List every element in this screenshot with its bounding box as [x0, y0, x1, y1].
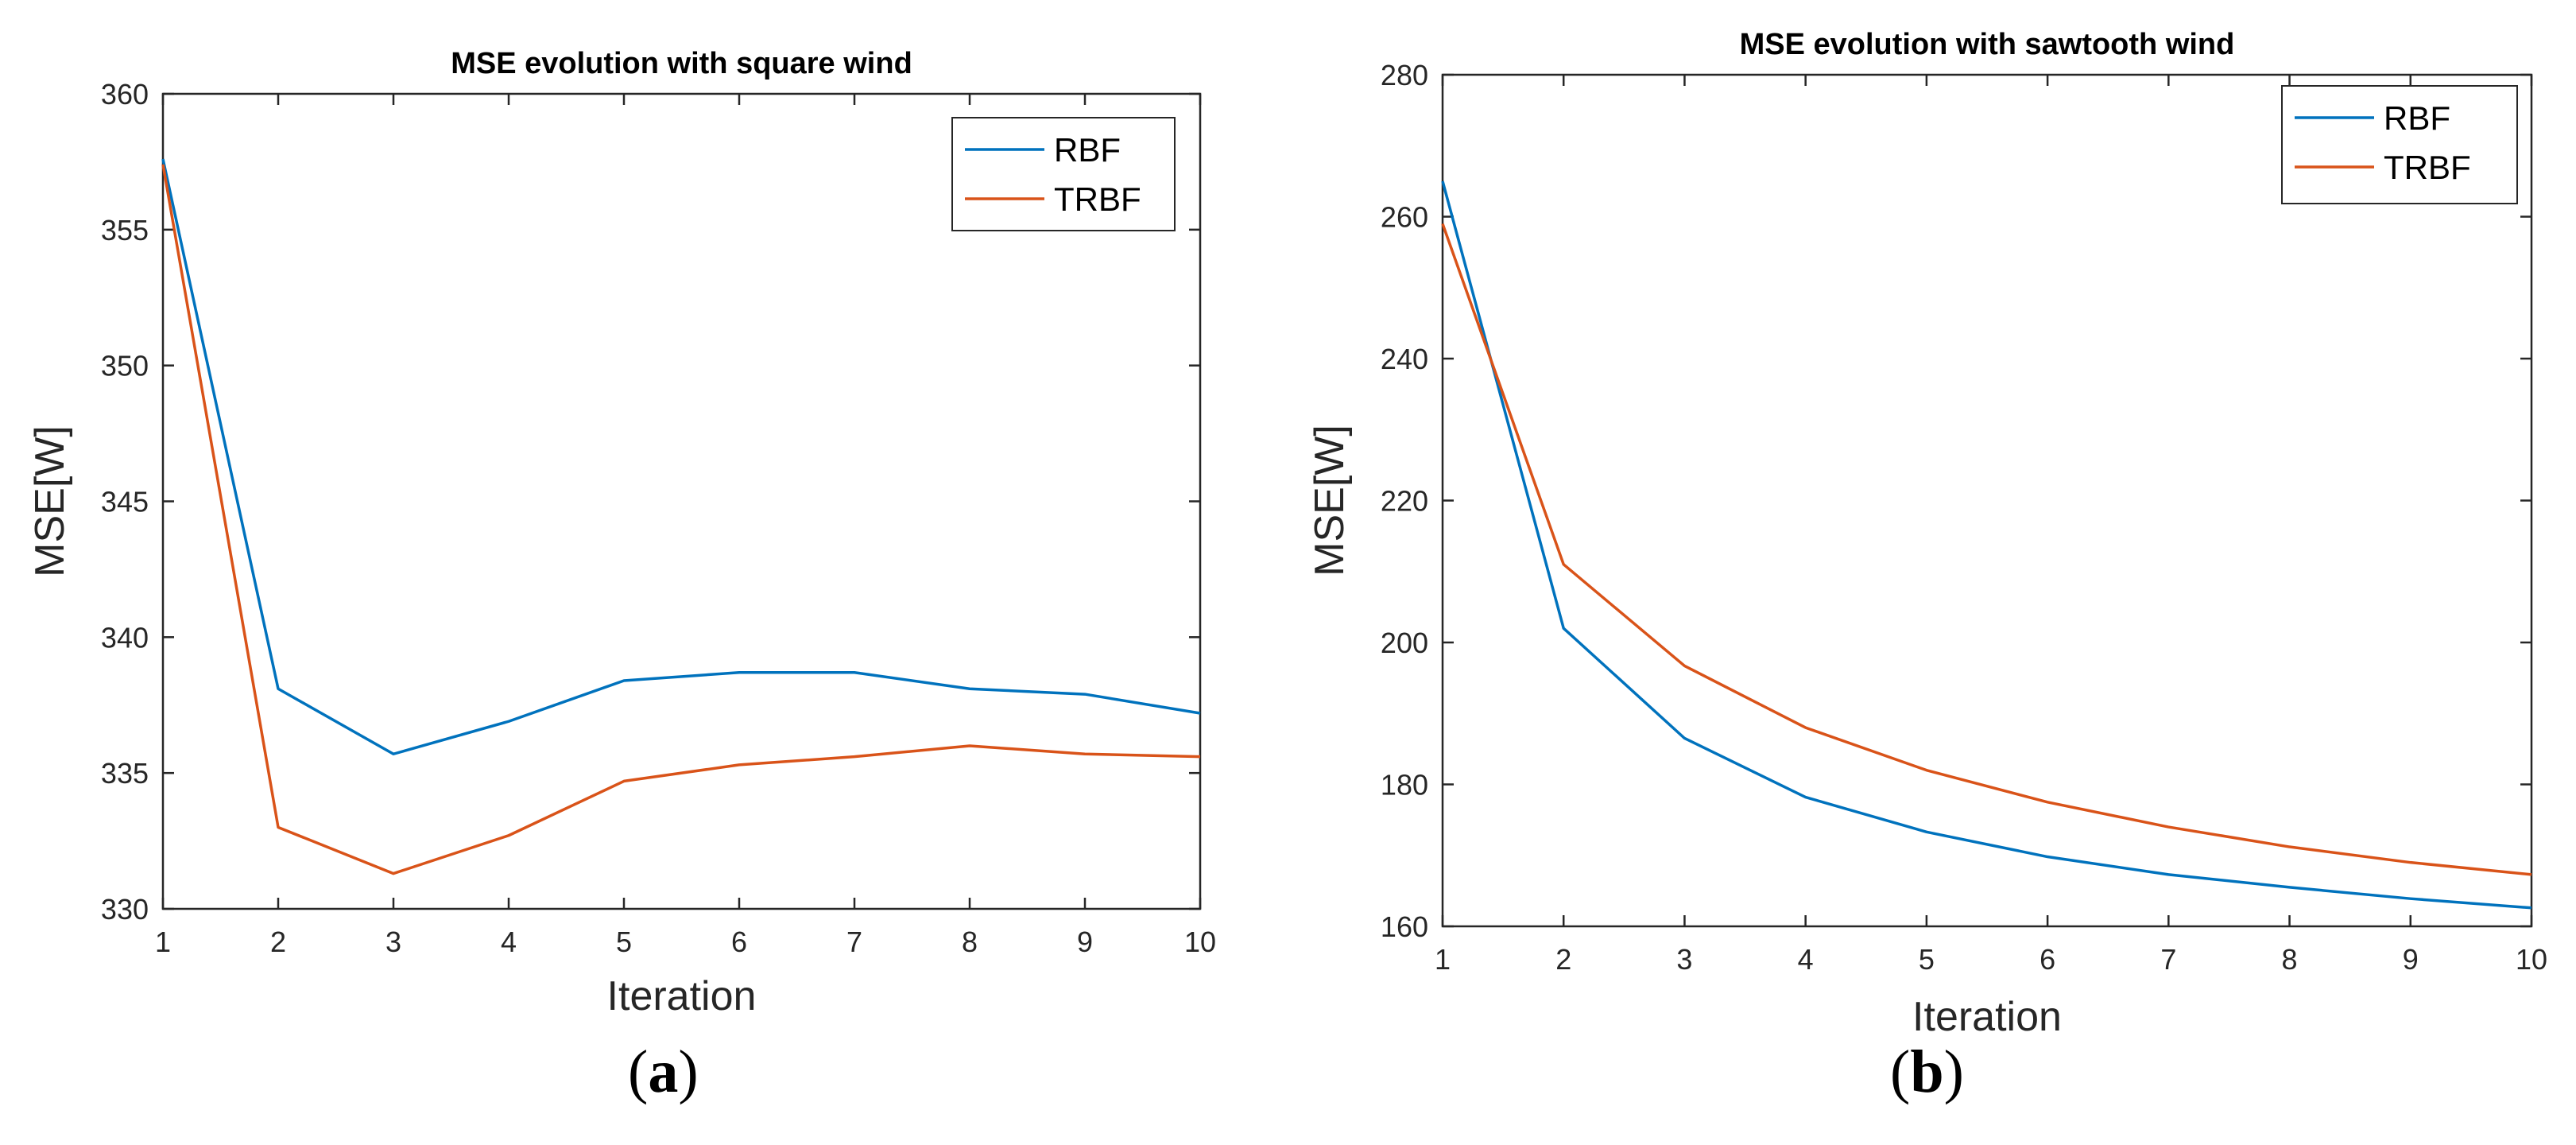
x-tick-label: 7 — [2160, 943, 2176, 976]
y-tick-label: 330 — [101, 893, 149, 926]
x-tick-label: 1 — [155, 926, 171, 958]
series-line-trbf — [161, 164, 1201, 875]
y-tick-label: 335 — [101, 757, 149, 790]
legend-entry-trbf: TRBF — [2384, 149, 2471, 186]
y-tick-label: 355 — [101, 214, 149, 246]
y-tick-label: 340 — [101, 621, 149, 654]
y-tick-label: 345 — [101, 486, 149, 518]
x-axis-label: Iteration — [607, 973, 757, 1019]
x-tick-label: 1 — [1435, 943, 1451, 976]
x-tick-label: 2 — [270, 926, 286, 958]
legend-entry-rbf: RBF — [2384, 99, 2450, 137]
x-tick-label: 9 — [2403, 943, 2419, 976]
x-tick-label: 5 — [1919, 943, 1935, 976]
x-tick-label: 6 — [731, 926, 747, 958]
y-tick-label: 360 — [101, 78, 149, 111]
panel-label-a-open: ( — [628, 1038, 649, 1105]
series-line-trbf — [1441, 223, 2532, 876]
legend-box — [951, 117, 1176, 231]
x-tick-label: 10 — [1184, 926, 1216, 958]
x-tick-label: 3 — [1676, 943, 1692, 976]
x-axis-label: Iteration — [1912, 994, 2062, 1040]
panel-label-b-close: ) — [1943, 1038, 1964, 1105]
y-tick-label: 180 — [1381, 769, 1428, 802]
panel-label-b: (b) — [1890, 1038, 1964, 1107]
y-tick-label: 240 — [1381, 343, 1428, 375]
chart-title: MSE evolution with sawtooth wind — [1740, 28, 2235, 61]
plot-area — [1441, 73, 2533, 928]
chart-sawtooth-wind: 1 2 3 4 5 6 7 8 9 10 160 180 200 220 240 260 280 MSE evol… — [1307, 28, 2547, 1040]
x-tick-label: 4 — [501, 926, 517, 958]
legend-entry-rbf: RBF — [1054, 131, 1121, 169]
panel-label-a-letter: a — [648, 1038, 679, 1105]
y-tick-label: 260 — [1381, 201, 1428, 234]
x-tick-label: 5 — [616, 926, 632, 958]
x-tick-label: 2 — [1555, 943, 1571, 976]
series-line-rbf — [1441, 180, 2532, 910]
y-tick-label: 280 — [1381, 59, 1428, 91]
x-tick-label: 9 — [1077, 926, 1093, 958]
legend-entry-trbf: TRBF — [1054, 180, 1141, 218]
panel-label-b-letter: b — [1910, 1038, 1944, 1105]
chart-title: MSE evolution with square wind — [451, 47, 912, 80]
x-tick-label: 8 — [962, 926, 978, 958]
series-line-rbf — [161, 158, 1201, 755]
y-tick-label: 160 — [1381, 910, 1428, 943]
x-tick-label: 7 — [846, 926, 862, 958]
panel-label-a: (a) — [628, 1038, 699, 1107]
panel-label-b-open: ( — [1890, 1038, 1911, 1105]
x-tick-label: 6 — [2039, 943, 2055, 976]
panel-label-a-close: ) — [678, 1038, 699, 1105]
x-tick-label: 8 — [2282, 943, 2298, 976]
y-axis-label: MSE[W] — [27, 425, 73, 577]
y-tick-label: 220 — [1381, 485, 1428, 518]
y-tick-label: 350 — [101, 350, 149, 382]
x-tick-label: 3 — [385, 926, 401, 958]
x-tick-label: 10 — [2516, 943, 2547, 976]
y-tick-label: 200 — [1381, 627, 1428, 659]
legend-box — [2281, 85, 2518, 204]
x-tick-label: 4 — [1798, 943, 1814, 976]
y-axis-label: MSE[W] — [1307, 425, 1353, 576]
